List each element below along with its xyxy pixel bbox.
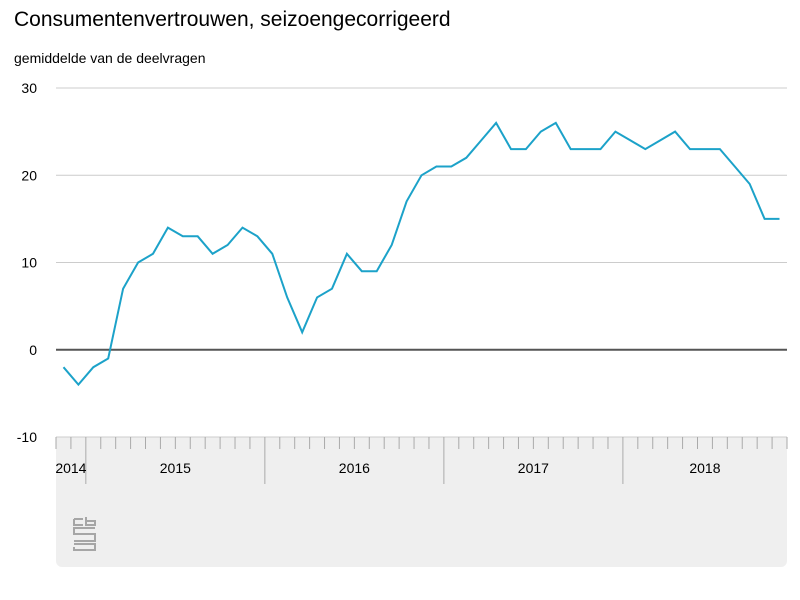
y-axis: -10 0 10 20 30 [17, 80, 37, 445]
chart-title: Consumentenvertrouwen, seizoengecorrigee… [14, 8, 451, 31]
y-tick-label: 10 [21, 255, 37, 271]
y-tick-label: -10 [17, 429, 37, 445]
x-axis: 2014 2015 2016 2017 2018 [55, 437, 788, 484]
x-axis-panel [56, 437, 787, 567]
x-year-label: 2018 [689, 460, 720, 476]
cbs-logo-icon [73, 517, 96, 551]
y-tick-label: 30 [21, 80, 37, 96]
y-tick-label: 0 [29, 342, 37, 358]
x-year-label: 2014 [55, 460, 86, 476]
series-line [62, 121, 780, 387]
series-layer [62, 121, 780, 387]
y-tick-label: 20 [21, 167, 37, 183]
grid-layer [56, 87, 787, 438]
y-axis-subtitle: gemiddelde van de deelvragen [14, 50, 206, 66]
x-year-label: 2017 [518, 460, 549, 476]
x-year-label: 2016 [339, 460, 370, 476]
x-year-label: 2015 [160, 460, 191, 476]
